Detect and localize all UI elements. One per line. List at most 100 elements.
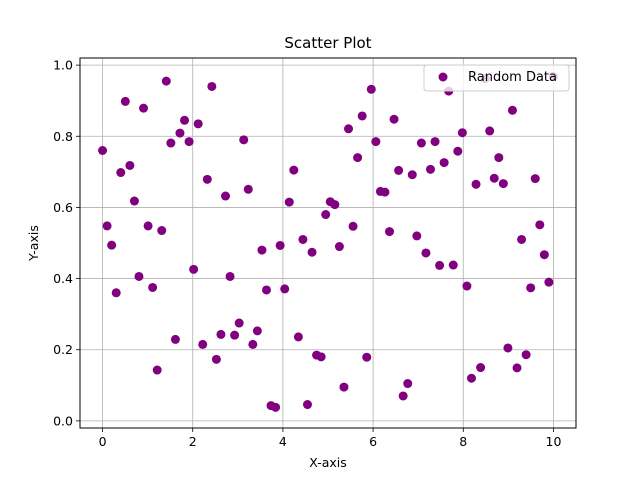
data-point [257,245,267,255]
data-point [425,164,435,174]
data-point [526,283,536,293]
data-point [362,352,372,362]
data-point [457,128,467,138]
data-point [512,363,522,373]
data-point [321,210,331,220]
data-point [366,84,376,94]
data-point [485,126,495,136]
data-point [107,240,117,250]
data-point [371,137,381,147]
data-point [225,271,235,281]
y-tick-label: 0.2 [53,342,73,357]
data-point [271,402,281,412]
data-point [344,124,354,134]
data-point [261,285,271,295]
data-point [289,165,299,175]
x-tick-label: 0 [99,434,107,449]
data-point [394,165,404,175]
data-point [302,400,312,410]
data-point [416,138,426,148]
y-tick-label: 0.6 [53,200,73,215]
data-point [339,382,349,392]
data-point [385,227,395,237]
data-point [293,332,303,342]
data-point [129,196,139,206]
data-point [184,137,194,147]
data-point [503,343,513,353]
data-point [476,363,486,373]
data-point [330,200,340,210]
data-point [116,168,126,178]
data-point [193,119,203,129]
data-point [403,379,413,389]
x-tick-label: 8 [459,434,467,449]
data-point [435,260,445,270]
legend-marker [438,72,448,82]
data-point [462,281,472,291]
data-point [539,250,549,260]
data-point [421,248,431,258]
data-point [234,318,244,328]
legend-box [423,64,570,92]
data-point [98,146,108,155]
x-axis-title: X-axis [309,455,347,470]
data-point [134,271,144,281]
y-tick-label: 0.0 [53,413,73,428]
x-axis-ticks: 0 2 4 6 8 10 [99,428,562,449]
data-point [139,103,149,113]
data-point [161,76,171,86]
data-point [389,114,399,124]
data-point [453,146,463,156]
data-point [102,221,112,231]
data-point [448,260,458,270]
data-point [143,221,153,231]
data-point [157,226,167,236]
data-point [111,288,121,298]
data-point [243,184,253,194]
data-point [166,138,176,148]
data-point [535,220,545,230]
data-point [489,173,499,183]
data-point [507,105,517,115]
x-tick-label: 4 [279,434,287,449]
data-point [120,96,130,106]
data-point [398,391,408,401]
data-point [284,197,294,207]
y-tick-label: 0.8 [53,129,73,144]
x-tick-label: 2 [189,434,197,449]
data-point [334,242,344,252]
data-point [170,334,180,344]
data-point [239,135,249,145]
legend-label: Random Data [468,70,557,85]
data-point [175,128,185,138]
data-point [207,81,217,91]
data-point [280,284,290,294]
data-point [466,373,476,383]
data-point [407,170,417,180]
x-tick-label: 10 [546,434,562,449]
data-point [498,179,508,189]
data-point [298,234,308,244]
data-point [125,160,135,170]
data-points [98,72,558,412]
data-point [521,350,531,360]
data-point [471,179,481,189]
data-point [353,153,363,163]
data-point [248,339,258,349]
data-point [252,326,262,336]
data-point [152,365,162,375]
y-tick-label: 1.0 [53,58,73,73]
data-point [494,153,504,163]
plot-area-frame [79,57,577,429]
data-point [307,247,317,257]
data-point [230,330,240,340]
data-point [180,115,190,125]
x-tick-label: 6 [369,434,377,449]
data-point [439,158,449,168]
data-point [380,187,390,197]
data-point [316,352,326,362]
data-point [430,137,440,147]
data-point [517,234,527,244]
data-point [275,240,285,250]
